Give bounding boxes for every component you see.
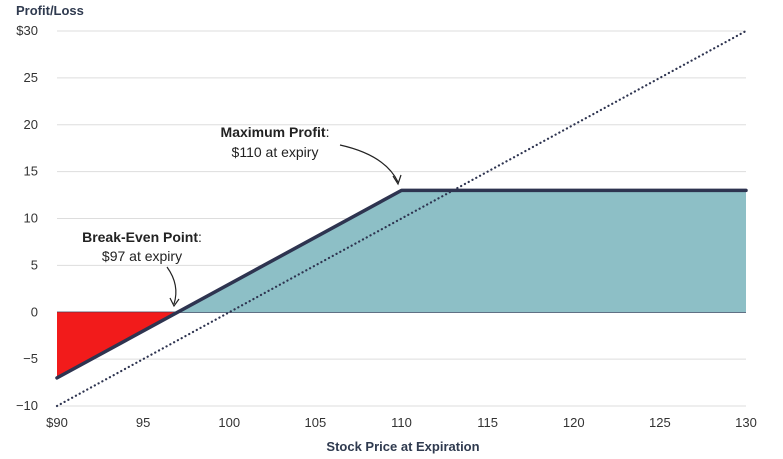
y-tick-label: 5: [31, 257, 38, 272]
break-even-arrow: [166, 266, 177, 305]
break-even-colon: :: [198, 229, 202, 245]
max-profit-annotation-text: $110 at expiry: [232, 144, 319, 160]
stock-payoff-dotted-line: [55, 29, 748, 408]
y-axis-title: Profit/Loss: [16, 3, 84, 18]
y-tick-label: $30: [16, 23, 38, 38]
break-even-annotation-text: $97 at expiry: [102, 248, 182, 264]
max-profit-arrowhead: [392, 174, 402, 186]
x-tick-labels: $90 95 100 105 110 115 120 125 130: [46, 415, 757, 430]
x-tick-label: 110: [391, 415, 412, 430]
series-lines: [55, 29, 748, 408]
x-tick-label: 95: [136, 415, 150, 430]
y-tick-label: 0: [31, 304, 38, 319]
y-tick-labels: −10 −5 0 5 10 15 20 25 $30: [16, 23, 38, 413]
break-even-arrowhead: [169, 297, 180, 308]
y-tick-label: −10: [16, 398, 38, 413]
max-profit-annotation-title: Maximum Profit:: [221, 124, 330, 140]
break-even-title: Break-Even Point: [82, 229, 198, 245]
x-tick-label: 100: [218, 415, 240, 430]
x-tick-label: 130: [735, 415, 757, 430]
y-tick-label: 25: [24, 70, 38, 85]
x-tick-label: 115: [477, 415, 498, 430]
x-tick-label: 120: [563, 415, 585, 430]
y-tick-label: 20: [24, 117, 38, 132]
y-tick-label: 10: [24, 211, 38, 226]
x-axis-title: Stock Price at Expiration: [326, 439, 479, 454]
x-tick-label: $90: [46, 415, 68, 430]
strategy-payoff-line: [55, 188, 748, 380]
break-even-annotation-title: Break-Even Point:: [82, 229, 202, 245]
x-tick-label: 105: [305, 415, 327, 430]
y-tick-label: −5: [23, 351, 38, 366]
max-profit-arrow: [339, 144, 399, 183]
max-profit-title: Maximum Profit: [221, 124, 326, 140]
y-tick-label: 15: [24, 164, 38, 179]
x-tick-label: 125: [649, 415, 671, 430]
max-profit-colon: :: [326, 124, 330, 140]
profit-area: [177, 190, 746, 313]
